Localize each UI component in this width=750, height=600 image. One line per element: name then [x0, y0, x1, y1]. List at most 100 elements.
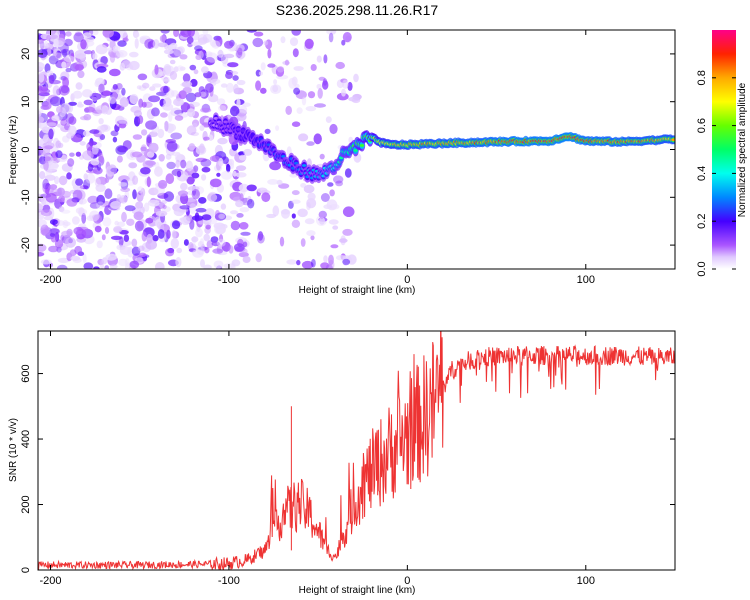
noise-speckle: [137, 186, 144, 194]
noise-speckle: [236, 112, 247, 122]
noise-speckle: [227, 62, 239, 68]
noise-speckle: [159, 35, 166, 43]
noise-speckle: [148, 95, 161, 103]
noise-speckle: [166, 161, 176, 170]
noise-speckle: [83, 262, 94, 269]
noise-speckle: [79, 198, 84, 205]
noise-speckle: [49, 96, 62, 107]
noise-speckle: [63, 38, 73, 47]
noise-speckle: [342, 206, 355, 217]
noise-speckle: [203, 136, 210, 141]
spectrogram-x-ticks: -200 -100 0 100: [39, 30, 595, 286]
noise-speckle: [79, 54, 86, 61]
noise-speckle: [63, 55, 75, 63]
noise-speckle: [164, 43, 169, 50]
noise-speckle: [57, 257, 70, 264]
noise-speckle: [291, 121, 301, 127]
noise-speckle: [267, 48, 272, 59]
noise-speckle: [255, 80, 262, 91]
noise-speckle: [134, 38, 139, 49]
noise-speckle: [348, 96, 360, 102]
noise-speckle: [342, 31, 352, 43]
noise-speckle: [95, 105, 108, 114]
noise-speckle: [173, 98, 184, 107]
noise-speckle: [171, 220, 181, 230]
noise-speckle: [173, 66, 179, 73]
noise-speckle: [98, 118, 104, 125]
noise-speckle: [236, 165, 247, 171]
ridge-core: [302, 164, 307, 167]
noise-speckle: [42, 182, 51, 194]
noise-speckle: [177, 65, 184, 72]
noise-speckle: [96, 240, 103, 249]
noise-speckle: [44, 174, 56, 181]
noise-speckle: [325, 116, 332, 123]
noise-speckle: [206, 52, 218, 63]
noise-speckle: [152, 235, 159, 242]
noise-speckle: [161, 76, 170, 82]
ridge-core: [236, 127, 241, 131]
noise-speckle: [133, 211, 144, 221]
noise-speckle: [155, 210, 168, 217]
noise-speckle: [239, 222, 249, 230]
noise-speckle: [115, 50, 128, 58]
noise-speckle: [131, 151, 143, 158]
noise-speckle: [152, 83, 162, 88]
noise-speckle: [174, 115, 184, 121]
noise-speckle: [205, 224, 211, 230]
noise-speckle: [51, 115, 60, 122]
noise-speckle: [137, 245, 145, 252]
noise-speckle: [314, 103, 326, 108]
snr-y-label: SNR (10 * v/v): [8, 418, 19, 482]
noise-speckle: [198, 197, 207, 204]
spectrogram-signal-ridge: [207, 112, 675, 184]
noise-speckle: [233, 243, 245, 252]
y-tick-label: 200: [20, 495, 32, 513]
noise-speckle: [175, 257, 182, 268]
noise-speckle: [252, 37, 264, 48]
noise-speckle: [191, 41, 203, 47]
noise-speckle: [58, 195, 65, 203]
noise-speckle: [40, 209, 53, 217]
y-tick-label: 0: [20, 146, 32, 152]
noise-speckle: [68, 125, 77, 136]
noise-speckle: [56, 187, 66, 197]
noise-speckle: [96, 194, 106, 206]
noise-speckle: [117, 221, 126, 228]
noise-speckle: [238, 183, 250, 193]
noise-speckle: [38, 72, 45, 83]
noise-speckle: [110, 235, 123, 240]
colorbar: 0.0 0.2 0.4 0.6 0.8 Normalized spectral ampl…: [696, 30, 748, 277]
noise-speckle: [342, 79, 349, 89]
noise-speckle: [221, 156, 229, 164]
noise-speckle: [286, 259, 298, 265]
noise-speckle: [190, 131, 199, 137]
noise-speckle: [272, 205, 280, 217]
noise-speckle: [82, 150, 94, 161]
noise-speckle: [48, 74, 55, 84]
noise-speckle: [173, 30, 180, 37]
noise-speckle: [137, 115, 144, 124]
noise-speckle: [162, 204, 167, 210]
noise-speckle: [260, 87, 267, 94]
noise-speckle: [236, 79, 246, 86]
noise-speckle: [205, 51, 213, 58]
noise-speckle: [193, 69, 199, 75]
noise-speckle: [77, 70, 85, 79]
noise-speckle: [148, 131, 158, 138]
snr-plot-area: [38, 331, 675, 570]
noise-speckle: [67, 158, 75, 167]
ridge-core: [359, 144, 365, 147]
noise-speckle: [112, 91, 118, 101]
noise-speckle: [83, 99, 93, 106]
noise-speckle: [201, 214, 212, 221]
noise-speckle: [288, 200, 294, 209]
noise-speckle: [112, 45, 121, 52]
noise-speckle: [191, 215, 204, 221]
noise-speckle: [82, 253, 87, 264]
noise-speckle: [48, 245, 59, 253]
noise-speckle: [180, 102, 190, 113]
noise-speckle: [320, 262, 330, 269]
colorbar-tick-label: 0.8: [696, 70, 708, 85]
